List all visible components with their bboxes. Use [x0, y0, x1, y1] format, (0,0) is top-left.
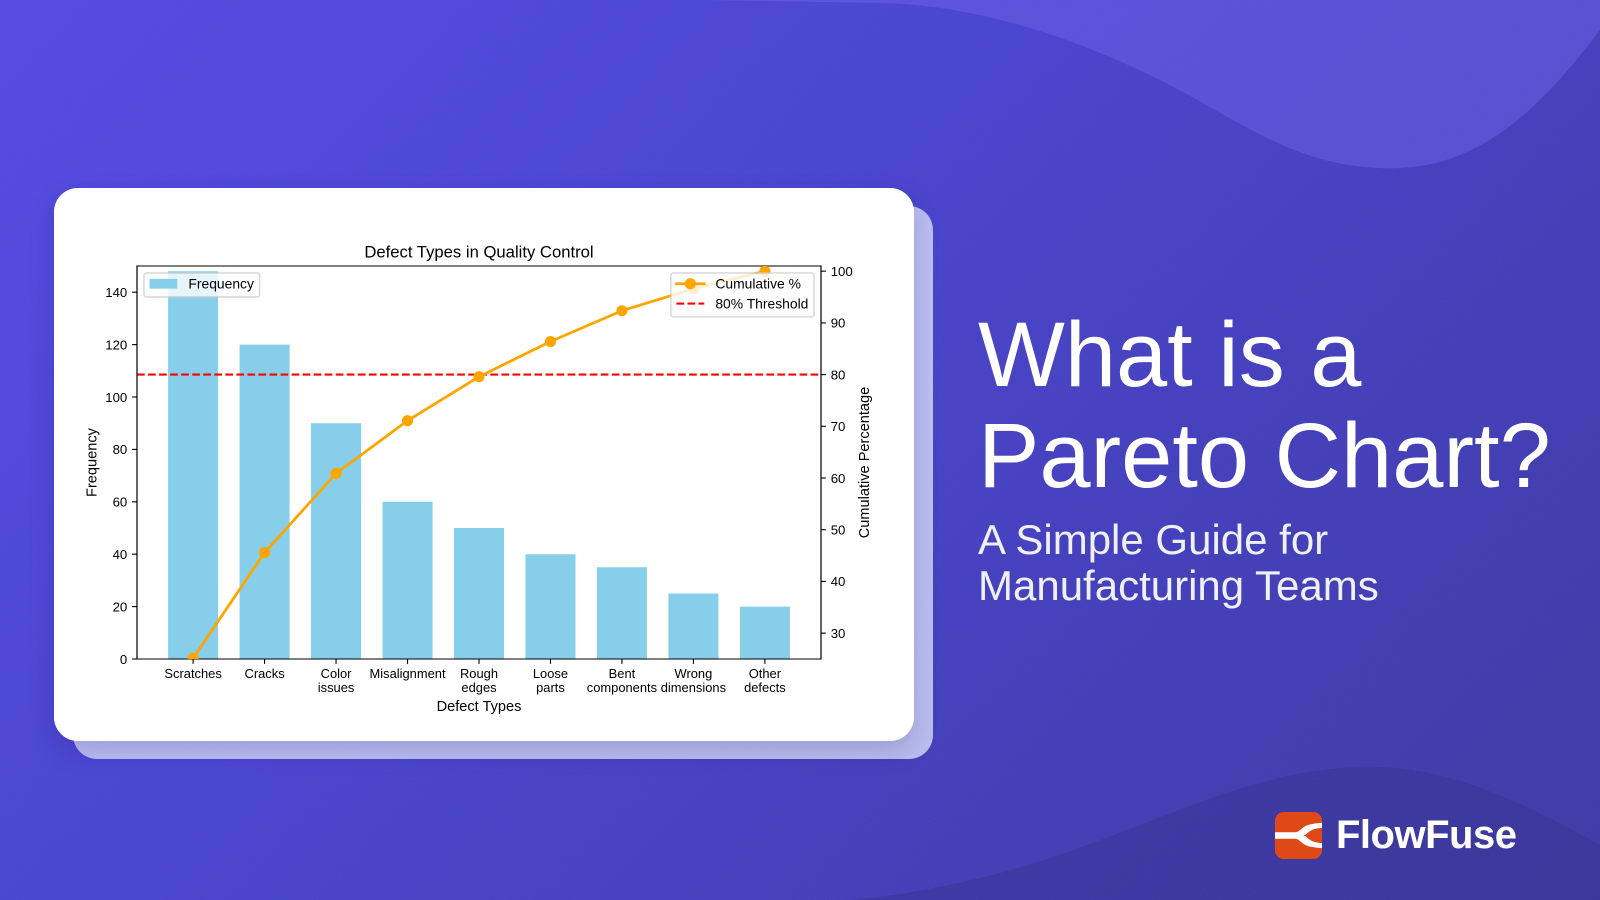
svg-text:80: 80: [831, 367, 846, 382]
svg-text:issues: issues: [318, 680, 355, 695]
svg-text:dimensions: dimensions: [661, 680, 726, 695]
svg-text:80: 80: [113, 442, 128, 457]
svg-text:Frequency: Frequency: [85, 427, 101, 497]
svg-text:40: 40: [113, 547, 128, 562]
svg-text:60: 60: [831, 471, 846, 486]
svg-text:Frequency: Frequency: [188, 276, 254, 292]
svg-text:Cumulative Percentage: Cumulative Percentage: [857, 387, 873, 539]
svg-text:90: 90: [831, 316, 846, 331]
svg-text:Scratches: Scratches: [164, 666, 221, 681]
svg-text:100: 100: [831, 264, 853, 279]
svg-text:Other: Other: [749, 666, 782, 681]
svg-text:edges: edges: [461, 680, 496, 695]
svg-text:Loose: Loose: [533, 666, 568, 681]
svg-text:parts: parts: [536, 680, 565, 695]
svg-text:defects: defects: [744, 680, 786, 695]
svg-text:Bent: Bent: [609, 666, 636, 681]
svg-text:60: 60: [113, 495, 128, 510]
svg-text:140: 140: [105, 285, 127, 300]
svg-text:Misalignment: Misalignment: [370, 666, 446, 681]
svg-text:100: 100: [105, 390, 127, 405]
svg-text:Defect Types in Quality Contro: Defect Types in Quality Control: [364, 243, 593, 262]
svg-text:components: components: [587, 680, 657, 695]
svg-text:Defect Types: Defect Types: [437, 699, 522, 715]
svg-text:Cumulative %: Cumulative %: [715, 276, 801, 292]
svg-text:0: 0: [120, 652, 127, 667]
svg-text:Rough: Rough: [460, 666, 498, 681]
svg-text:Color: Color: [321, 666, 353, 681]
svg-text:70: 70: [831, 419, 846, 434]
svg-text:50: 50: [831, 523, 846, 538]
svg-text:40: 40: [831, 574, 846, 589]
svg-text:Wrong: Wrong: [675, 666, 713, 681]
svg-text:30: 30: [831, 626, 846, 641]
svg-text:Cracks: Cracks: [245, 666, 285, 681]
svg-text:80% Threshold: 80% Threshold: [715, 295, 808, 311]
svg-text:20: 20: [113, 599, 128, 614]
svg-text:120: 120: [105, 337, 127, 352]
